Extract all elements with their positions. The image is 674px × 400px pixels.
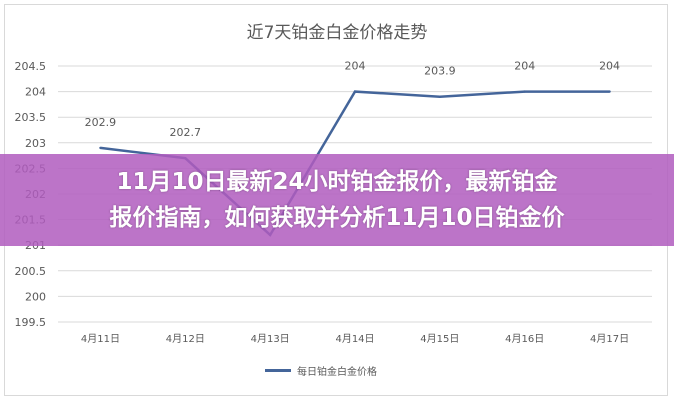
x-tick-label: 4月17日 [590,333,629,345]
data-point [608,90,611,93]
y-tick-label: 204 [25,86,46,99]
x-tick-label: 4月12日 [166,333,205,345]
legend: 每日铂金白金价格 [265,363,377,378]
y-tick-label: 203.5 [15,111,47,124]
headline-line-2: 报价指南，如何获取并分析11月10日铂金价 [109,205,565,231]
data-label: 202.9 [85,116,117,129]
data-point [353,90,357,93]
chart-title: 近7天铂金白金价格走势 [246,23,428,43]
legend-label: 每日铂金白金价格 [297,367,377,378]
y-tick-label: 199.5 [15,316,47,329]
data-label: 203.9 [424,65,456,78]
y-tick-label: 200.5 [15,265,47,278]
legend-swatch [265,369,291,372]
x-tick-label: 4月14日 [335,333,374,345]
data-label: 204 [514,60,535,73]
y-tick-label: 203 [25,137,46,150]
data-point [523,90,526,93]
x-tick-label: 4月11日 [81,333,120,345]
headline-banner: 11月10日最新24小时铂金报价，最新铂金 报价指南，如何获取并分析11月10日… [0,154,674,246]
y-tick-label: 200 [25,290,46,303]
x-tick-label: 4月13日 [251,333,290,345]
data-point [438,95,442,98]
headline-line-1: 11月10日最新24小时铂金报价，最新铂金 [116,169,558,195]
x-tick-label: 4月16日 [505,333,544,345]
data-label: 202.7 [170,126,202,139]
x-tick-label: 4月15日 [420,333,459,345]
y-tick-label: 204.5 [15,60,47,73]
data-label: 204 [599,60,620,73]
data-point [99,146,102,150]
data-label: 204 [345,60,366,73]
